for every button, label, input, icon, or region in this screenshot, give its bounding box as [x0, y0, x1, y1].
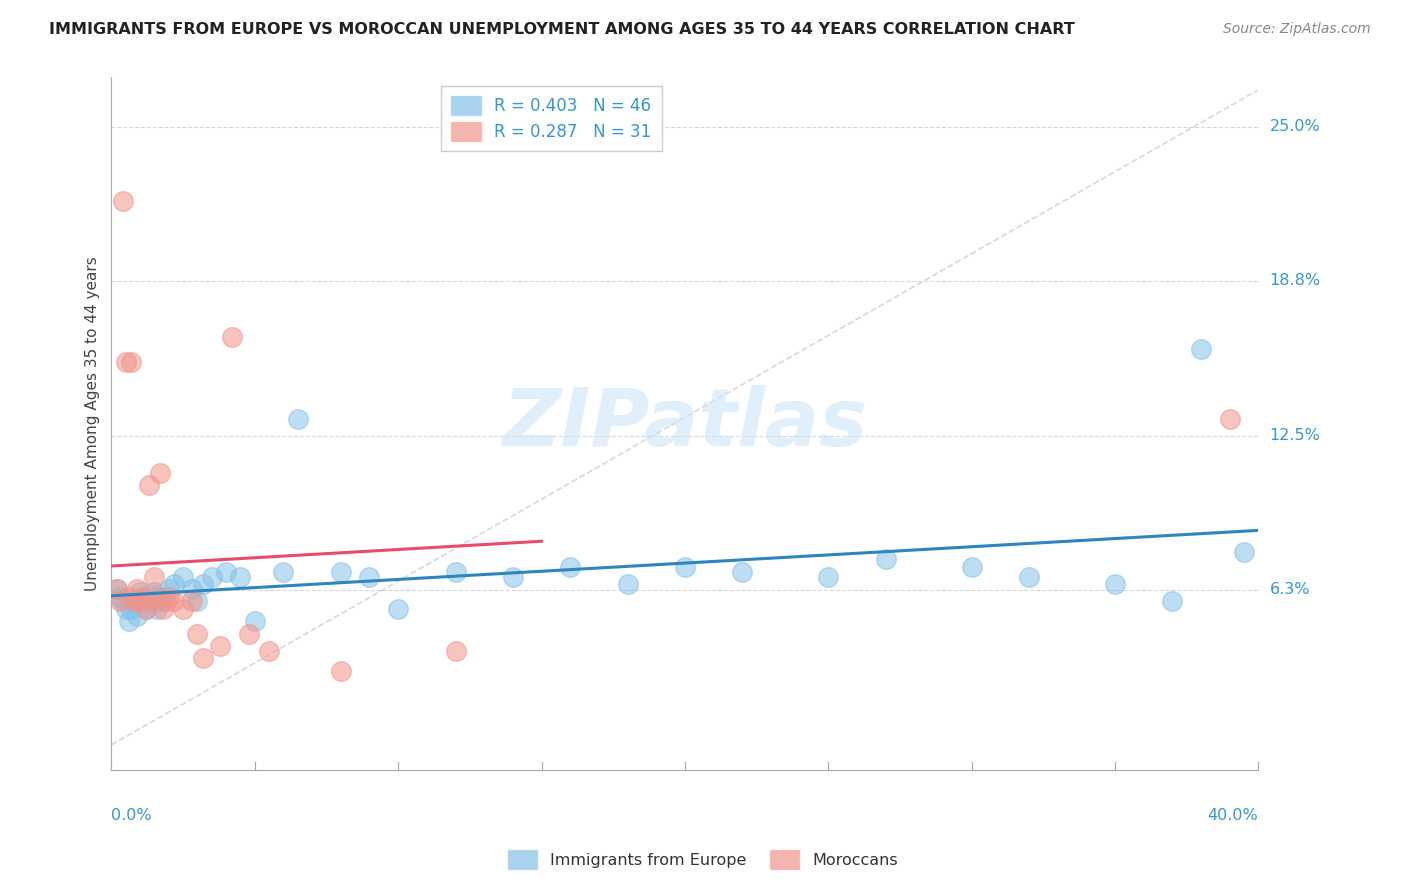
Point	[1233, 545, 1256, 559]
Text: 40.0%: 40.0%	[1208, 808, 1258, 823]
Point	[129, 584, 152, 599]
Point	[172, 602, 194, 616]
Point	[257, 644, 280, 658]
Point	[387, 602, 409, 616]
Point	[141, 590, 163, 604]
Text: ZIPatlas: ZIPatlas	[502, 384, 868, 463]
Point	[155, 594, 177, 608]
Point	[138, 478, 160, 492]
Point	[163, 577, 186, 591]
Point	[329, 664, 352, 678]
Point	[180, 594, 202, 608]
Text: 6.3%: 6.3%	[1270, 582, 1310, 597]
Point	[127, 609, 149, 624]
Point	[172, 570, 194, 584]
Point	[817, 570, 839, 584]
Point	[117, 590, 139, 604]
Text: 0.0%: 0.0%	[111, 808, 152, 823]
Point	[117, 614, 139, 628]
Point	[163, 594, 186, 608]
Point	[215, 565, 238, 579]
Point	[560, 560, 582, 574]
Point	[209, 639, 232, 653]
Text: 18.8%: 18.8%	[1270, 273, 1320, 287]
Point	[229, 570, 252, 584]
Point	[127, 582, 149, 596]
Point	[111, 194, 134, 208]
Y-axis label: Unemployment Among Ages 35 to 44 years: Unemployment Among Ages 35 to 44 years	[86, 256, 100, 591]
Legend: R = 0.403   N = 46, R = 0.287   N = 31: R = 0.403 N = 46, R = 0.287 N = 31	[441, 86, 661, 151]
Point	[238, 626, 260, 640]
Point	[121, 602, 143, 616]
Text: 12.5%: 12.5%	[1270, 428, 1320, 443]
Point	[731, 565, 754, 579]
Point	[221, 330, 243, 344]
Point	[180, 582, 202, 596]
Point	[502, 570, 524, 584]
Point	[359, 570, 381, 584]
Point	[111, 594, 134, 608]
Point	[1104, 577, 1126, 591]
Point	[287, 411, 309, 425]
Text: 25.0%: 25.0%	[1270, 120, 1320, 135]
Point	[193, 577, 215, 591]
Point	[673, 560, 696, 574]
Point	[1189, 343, 1212, 357]
Point	[138, 594, 160, 608]
Point	[875, 552, 897, 566]
Point	[157, 582, 180, 596]
Point	[149, 594, 172, 608]
Legend: Immigrants from Europe, Moroccans: Immigrants from Europe, Moroccans	[502, 844, 904, 875]
Text: IMMIGRANTS FROM EUROPE VS MOROCCAN UNEMPLOYMENT AMONG AGES 35 TO 44 YEARS CORREL: IMMIGRANTS FROM EUROPE VS MOROCCAN UNEMP…	[49, 22, 1076, 37]
Point	[143, 584, 166, 599]
Point	[1219, 411, 1241, 425]
Point	[114, 355, 136, 369]
Point	[135, 602, 157, 616]
Point	[132, 590, 155, 604]
Point	[186, 594, 208, 608]
Point	[121, 355, 143, 369]
Point	[105, 582, 128, 596]
Point	[124, 594, 146, 608]
Point	[444, 565, 467, 579]
Point	[124, 594, 146, 608]
Point	[149, 466, 172, 480]
Point	[132, 590, 155, 604]
Point	[616, 577, 638, 591]
Point	[105, 582, 128, 596]
Point	[186, 626, 208, 640]
Point	[1161, 594, 1184, 608]
Point	[146, 602, 169, 616]
Point	[201, 570, 224, 584]
Point	[444, 644, 467, 658]
Point	[135, 602, 157, 616]
Point	[329, 565, 352, 579]
Point	[152, 602, 174, 616]
Point	[141, 594, 163, 608]
Point	[193, 651, 215, 665]
Point	[146, 590, 169, 604]
Point	[273, 565, 295, 579]
Point	[114, 602, 136, 616]
Point	[157, 590, 180, 604]
Point	[108, 594, 131, 608]
Point	[960, 560, 983, 574]
Point	[108, 590, 131, 604]
Point	[143, 570, 166, 584]
Point	[152, 590, 174, 604]
Point	[129, 594, 152, 608]
Point	[1018, 570, 1040, 584]
Point	[243, 614, 266, 628]
Text: Source: ZipAtlas.com: Source: ZipAtlas.com	[1223, 22, 1371, 37]
